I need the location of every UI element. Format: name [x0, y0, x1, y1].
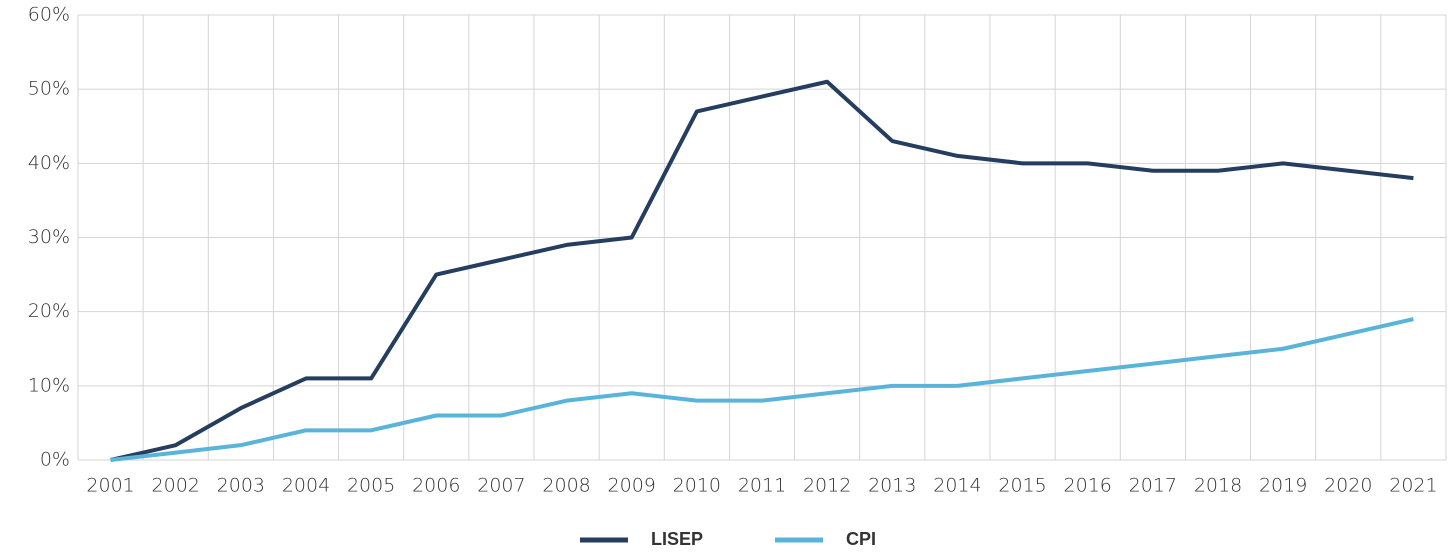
x-tick-label: 2015 [998, 475, 1046, 497]
y-tick-label: 40% [28, 152, 70, 174]
x-tick-label: 2005 [347, 475, 395, 497]
line-series [110, 79, 1414, 462]
x-tick-label: 2016 [1064, 475, 1112, 497]
x-tick-label: 2020 [1324, 475, 1372, 497]
y-tick-label: 0% [40, 449, 70, 471]
x-tick-label: 2012 [803, 475, 851, 497]
x-tick-label: 2003 [217, 475, 265, 497]
line-series [110, 317, 1414, 462]
x-tick-label: 2010 [673, 475, 721, 497]
y-tick-label: 50% [28, 78, 70, 100]
x-tick-label: 2002 [152, 475, 200, 497]
x-tick-label: 2009 [608, 475, 656, 497]
x-tick-label: 2014 [933, 475, 981, 497]
x-tick-label: 2019 [1259, 475, 1307, 497]
legend-label: CPI [846, 529, 876, 549]
x-tick-label: 2008 [542, 475, 590, 497]
x-tick-label: 2018 [1194, 475, 1242, 497]
x-tick-label: 2004 [282, 475, 330, 497]
x-tick-label: 2007 [477, 475, 525, 497]
y-tick-label: 60% [28, 4, 70, 26]
y-tick-label: 30% [28, 226, 70, 248]
x-tick-label: 2013 [868, 475, 916, 497]
x-tick-label: 2001 [86, 475, 134, 497]
x-tick-label: 2021 [1389, 475, 1437, 497]
x-tick-label: 2006 [412, 475, 460, 497]
x-tick-label: 2017 [1129, 475, 1177, 497]
y-tick-label: 20% [28, 300, 70, 322]
x-tick-label: 2011 [738, 475, 786, 497]
y-tick-label: 10% [28, 374, 70, 396]
legend-label: LISEP [651, 529, 703, 549]
